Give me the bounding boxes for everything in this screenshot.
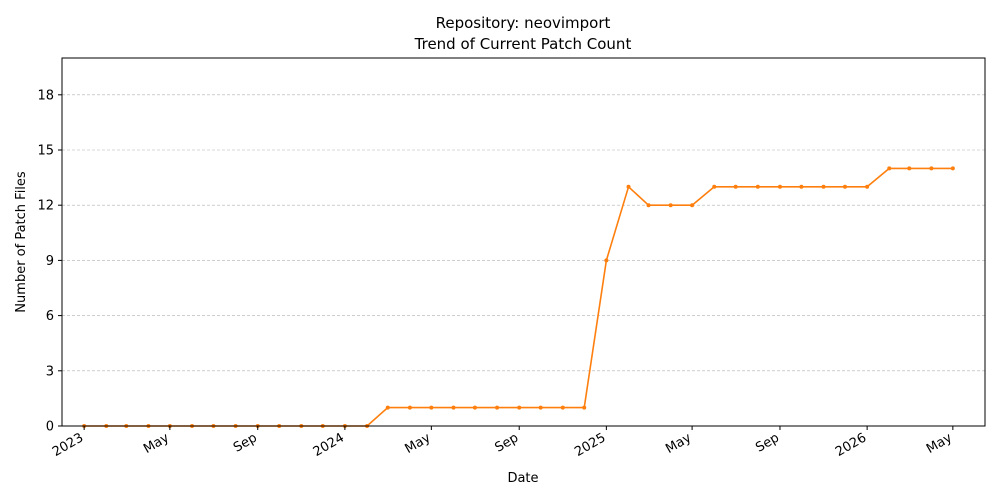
chart-subtitle: Trend of Current Patch Count <box>414 35 632 53</box>
data-point <box>646 203 651 208</box>
data-point <box>950 166 955 171</box>
y-tick-label: 15 <box>37 144 54 159</box>
data-point <box>712 184 717 189</box>
y-tick-label: 12 <box>37 199 54 214</box>
data-point <box>582 405 587 410</box>
y-axis-label: Number of Patch Files <box>14 171 29 313</box>
data-point <box>517 405 522 410</box>
y-tick-label: 9 <box>46 254 54 269</box>
data-point <box>429 405 434 410</box>
data-point <box>495 405 500 410</box>
data-point <box>799 184 804 189</box>
data-point <box>451 405 456 410</box>
y-gridlines <box>62 94 985 372</box>
data-point <box>668 203 673 208</box>
plot-frame <box>61 57 986 427</box>
data-point <box>887 166 892 171</box>
data-point <box>538 405 543 410</box>
data-point <box>865 184 870 189</box>
data-point <box>472 405 477 410</box>
y-axis-ticks: 0 3 6 9 12 15 18 <box>37 88 62 435</box>
x-axis-label: Date <box>507 471 538 486</box>
data-point <box>907 166 912 171</box>
data-point <box>385 405 390 410</box>
data-point <box>821 184 826 189</box>
y-tick-label: 3 <box>46 364 54 379</box>
y-tick-label: 6 <box>46 309 54 324</box>
data-point <box>690 203 695 208</box>
y-tick-label: 0 <box>46 420 54 435</box>
data-point <box>929 166 934 171</box>
data-point <box>626 184 631 189</box>
data-point <box>560 405 565 410</box>
data-point <box>755 184 760 189</box>
data-point <box>604 258 609 263</box>
y-tick-label: 18 <box>37 88 54 103</box>
data-point <box>842 184 847 189</box>
data-point <box>407 405 412 410</box>
data-point <box>733 184 738 189</box>
chart-title: Repository: neovimport <box>436 14 611 32</box>
data-point <box>777 184 782 189</box>
